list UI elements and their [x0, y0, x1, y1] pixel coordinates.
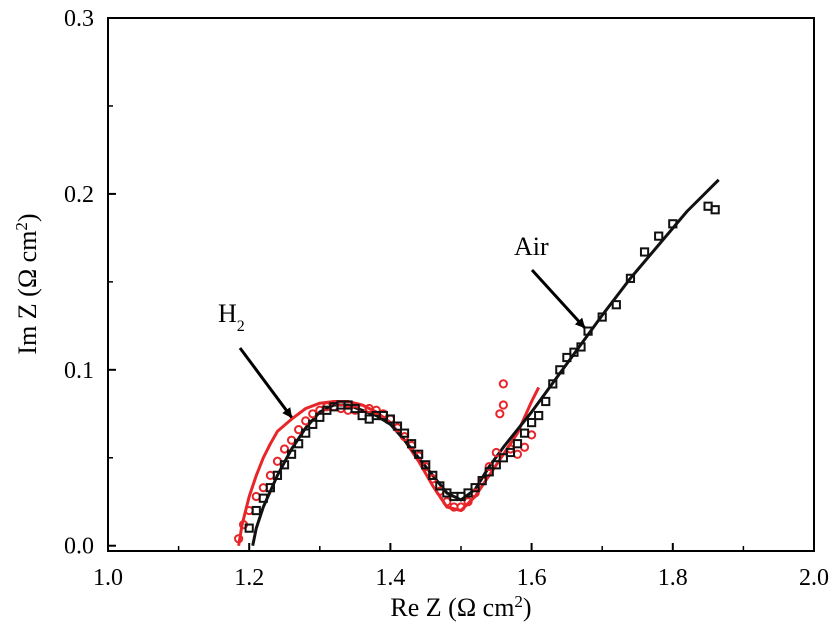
data-point-square	[534, 410, 544, 421]
fit-line	[237, 386, 541, 546]
data-point-square	[421, 460, 431, 470]
data-point-square	[414, 449, 424, 459]
data-point-square	[597, 312, 607, 322]
x-tick-label: 1.0	[93, 565, 123, 591]
data-point-square	[527, 417, 537, 428]
data-point-square	[541, 396, 551, 407]
annotation-arrow	[238, 347, 293, 419]
data-point-square	[315, 412, 325, 422]
data-point-square	[399, 428, 410, 438]
data-point-square	[583, 326, 593, 336]
data-point-square	[562, 352, 572, 363]
data-point-square	[286, 449, 297, 459]
data-point-square	[272, 470, 283, 480]
data-point-circle	[279, 444, 290, 454]
data-point-square	[654, 231, 664, 241]
x-tick-label: 1.2	[234, 565, 264, 591]
data-point-square	[435, 481, 445, 491]
data-point-square	[244, 523, 254, 533]
data-point-square	[512, 439, 523, 449]
data-point-circle	[495, 409, 505, 419]
data-point-square	[308, 419, 318, 429]
x-tick-label: 1.4	[375, 565, 405, 591]
data-point-square	[548, 379, 558, 389]
y-tick-label: 0.0	[64, 534, 94, 560]
data-point-circle	[234, 534, 244, 544]
data-point-circle	[498, 400, 508, 410]
data-point-circle	[371, 405, 381, 415]
data-point-square	[477, 476, 487, 486]
data-point-square	[350, 403, 360, 414]
data-point-square	[576, 342, 586, 352]
data-point-square	[484, 467, 494, 477]
data-point-square	[406, 439, 417, 449]
data-point-square	[505, 447, 516, 458]
x-tick-label: 1.8	[658, 565, 688, 591]
data-point-square	[470, 483, 480, 493]
x-axis-title: Re Z (Ω cm2)	[390, 592, 531, 623]
data-point-square	[294, 439, 304, 449]
x-tick-label: 1.6	[517, 565, 547, 591]
data-point-circle	[491, 447, 501, 458]
data-point-square	[428, 470, 438, 480]
ticks-layer: 1.0 1.2 1.4 1.6 1.8 2.0 0.0 0.1 0.2 0.3	[64, 6, 829, 591]
data-point-square	[463, 488, 473, 498]
data-point-square	[569, 347, 579, 357]
data-point-square	[639, 247, 650, 257]
annotation-label: Air	[514, 232, 549, 261]
data-point-circle	[463, 497, 473, 507]
x-tick-label: 2.0	[799, 565, 829, 591]
y-tick-label: 0.2	[64, 182, 94, 208]
data-point-circle	[442, 497, 452, 507]
data-point-square	[519, 428, 530, 438]
series-layer	[234, 178, 720, 547]
data-point-square	[251, 505, 261, 516]
data-point-square	[385, 414, 395, 424]
data-point-square	[279, 460, 290, 470]
data-point-circle	[456, 502, 466, 512]
data-point-square	[625, 273, 636, 283]
plot-frame	[107, 17, 815, 552]
data-point-square	[710, 205, 720, 215]
annotation-layer: H2 Air	[218, 232, 586, 419]
data-point-square	[265, 483, 275, 493]
y-tick-label: 0.1	[64, 358, 94, 384]
y-tick-label: 0.3	[64, 6, 94, 32]
data-point-square	[392, 421, 403, 431]
data-point-square	[611, 300, 621, 310]
data-point-square	[491, 460, 501, 470]
data-point-square	[555, 365, 565, 375]
fit-line	[251, 178, 720, 547]
data-point-circle	[498, 379, 508, 389]
annotation-arrow	[530, 268, 586, 329]
data-point-square	[668, 219, 678, 229]
data-point-square	[258, 493, 268, 503]
y-axis-title: Im Z (Ω cm2)	[12, 213, 43, 354]
data-point-square	[498, 453, 508, 463]
data-point-square	[301, 428, 311, 438]
annotation-label: H2	[218, 299, 245, 335]
